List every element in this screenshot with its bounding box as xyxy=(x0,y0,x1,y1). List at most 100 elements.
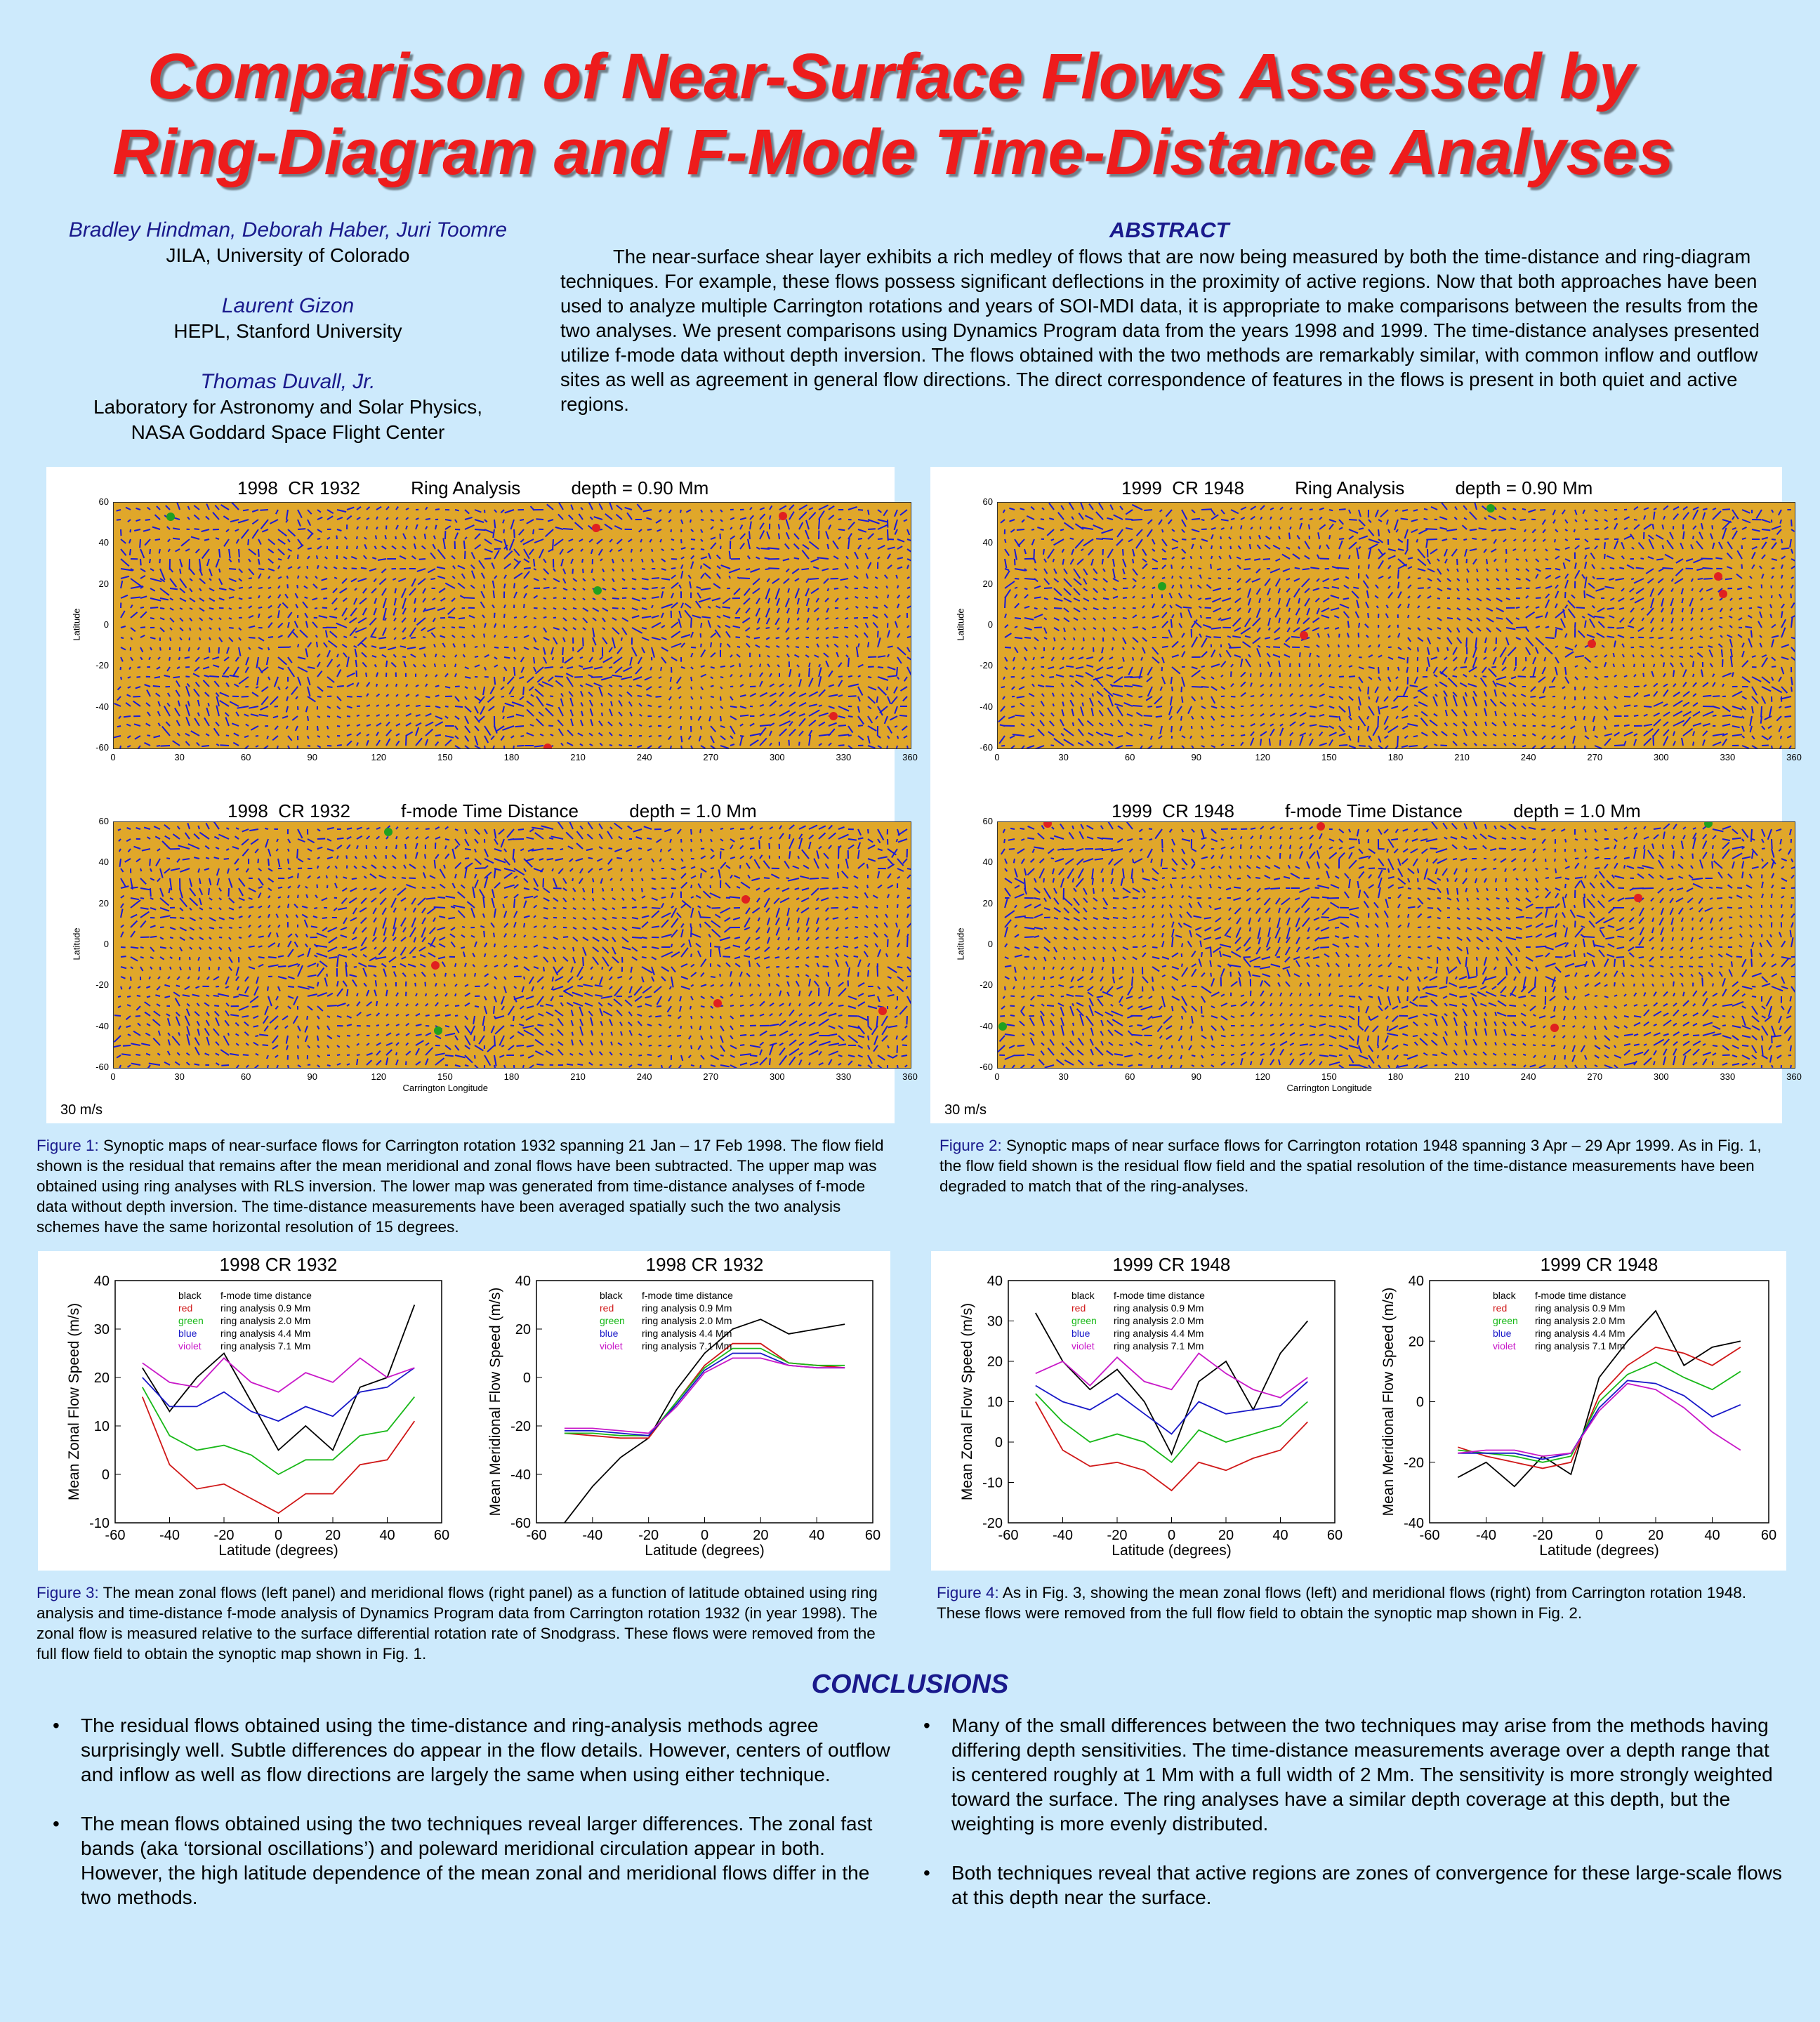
y-tick-label: 10 xyxy=(987,1395,1003,1410)
map-lat-tick: 0 xyxy=(987,619,993,630)
map-ylabel: Latitude xyxy=(71,927,82,960)
legend-label: ring analysis 7.1 Mm xyxy=(220,1340,310,1352)
x-tick-label: 40 xyxy=(809,1528,824,1543)
map-lon-tick: 120 xyxy=(1255,1071,1271,1082)
x-tick-label: 0 xyxy=(1595,1528,1603,1543)
map-lat-tick: 60 xyxy=(98,496,109,507)
legend-color-name: black xyxy=(1493,1290,1517,1301)
map-ylabel: Latitude xyxy=(955,927,966,960)
map-lon-tick: 330 xyxy=(836,752,852,762)
map-lon-tick: 60 xyxy=(240,1071,251,1082)
map-lat-tick: -20 xyxy=(95,660,109,671)
map-lon-tick: 90 xyxy=(1191,752,1201,762)
figure-3-panel: 1998 CR 1932 -60 -40 -20 0 20 40 60 -10 0 10 20 30 40… xyxy=(38,1251,890,1571)
fig1-caption-text: Synoptic maps of near-surface flows for … xyxy=(37,1137,884,1236)
series-line xyxy=(1457,1309,1741,1488)
y-axis-label: Mean Meridional Flow Speed (m/s) xyxy=(1380,1288,1397,1516)
map-lon-tick: 60 xyxy=(1124,1071,1135,1082)
x-tick-label: -40 xyxy=(582,1528,602,1543)
map-lon-tick: 360 xyxy=(1786,1071,1802,1082)
legend-color-name: green xyxy=(1493,1315,1518,1326)
y-tick-label: 30 xyxy=(987,1314,1003,1330)
chart-title: 1999 CR 1948 xyxy=(1113,1254,1231,1275)
map-lat-tick: 60 xyxy=(982,816,993,826)
x-tick-label: -60 xyxy=(1420,1528,1440,1543)
map-lon-tick: 300 xyxy=(769,752,785,762)
map-lon-tick: 90 xyxy=(307,1071,317,1082)
y-tick-label: -10 xyxy=(982,1476,1003,1491)
map-lon-tick: 30 xyxy=(1058,1071,1069,1082)
y-tick-label: -10 xyxy=(89,1516,110,1531)
legend-label: ring analysis 2.0 Mm xyxy=(1535,1315,1625,1326)
y-tick-label: -20 xyxy=(982,1516,1003,1531)
series-line xyxy=(564,1342,845,1439)
fig2-caption-label: Figure 2: xyxy=(939,1137,1002,1154)
x-tick-label: -20 xyxy=(638,1528,659,1543)
map-lat-tick: -40 xyxy=(980,701,993,712)
map-lon-tick: 330 xyxy=(1720,1071,1736,1082)
map-lon-tick: 120 xyxy=(371,1071,387,1082)
series-line xyxy=(564,1357,845,1434)
map-lon-tick: 240 xyxy=(636,1071,652,1082)
map-lon-tick: 150 xyxy=(1321,1071,1337,1082)
legend-label: ring analysis 0.9 Mm xyxy=(1535,1302,1625,1314)
series-line xyxy=(141,1396,416,1514)
series-line xyxy=(142,1357,415,1393)
map-lon-tick: 240 xyxy=(1520,1071,1536,1082)
y-tick-label: 20 xyxy=(515,1322,531,1337)
figure-1-panel: 1998 CR 1932 Ring Analysis depth = 0.90 … xyxy=(46,467,918,1123)
conclusion-item: The residual flows obtained using the ti… xyxy=(42,1713,899,1787)
legend-color-name: red xyxy=(178,1302,192,1314)
legend-label: ring analysis 4.4 Mm xyxy=(1535,1328,1625,1339)
y-tick-label: 20 xyxy=(94,1370,110,1386)
legend-color-name: black xyxy=(1071,1290,1095,1301)
map-lon-tick: 210 xyxy=(1454,752,1470,762)
poster-title: Comparison of Near-Surface Flows Assesse… xyxy=(0,39,1820,190)
fig2-top-title: 1999 CR 1948 Ring Analysis depth = 0.90 … xyxy=(1121,477,1593,498)
conclusions-heading: CONCLUSIONS xyxy=(811,1670,1009,1699)
map-lon-tick: 270 xyxy=(1587,1071,1603,1082)
map-lat-tick: -60 xyxy=(980,1062,993,1072)
x-tick-label: -20 xyxy=(214,1528,235,1543)
y-tick-label: 0 xyxy=(1416,1395,1424,1410)
x-tick-label: -60 xyxy=(998,1528,1019,1543)
map-lon-tick: 30 xyxy=(1058,752,1069,762)
author-names-3: Thomas Duvall, Jr. xyxy=(200,370,376,393)
figure-1-caption: Figure 1: Synoptic maps of near-surface … xyxy=(37,1135,900,1237)
flow-vectors xyxy=(998,503,1795,748)
x-tick-label: 60 xyxy=(1761,1528,1776,1543)
figure-2-panel: 1999 CR 1948 Ring Analysis depth = 0.90 … xyxy=(930,467,1802,1123)
map-lon-tick: 150 xyxy=(437,752,453,762)
affiliation-3a: Laboratory for Astronomy and Solar Physi… xyxy=(93,396,483,418)
map-lon-tick: 210 xyxy=(570,1071,586,1082)
fig1-scale-label: 30 m/s xyxy=(60,1102,103,1118)
legend-label: ring analysis 2.0 Mm xyxy=(1114,1315,1204,1326)
map-lon-tick: 120 xyxy=(371,752,387,762)
fig3-zonal-chart: 1998 CR 1932 -60 -40 -20 0 20 40 60 -10 0 10 20 30 40… xyxy=(66,1254,449,1559)
author-names-2: Laurent Gizon xyxy=(221,294,355,317)
figure-3-caption: Figure 3: The mean zonal flows (left pan… xyxy=(37,1582,897,1664)
fig4-meridional-chart: 1999 CR 1948-60 -40 -20 0 20 40 60-40-2002040L… xyxy=(1380,1254,1776,1559)
series-line xyxy=(1458,1382,1741,1458)
legend-label: ring analysis 4.4 Mm xyxy=(1114,1328,1204,1339)
map-lat-tick: 60 xyxy=(98,816,109,826)
map-lat-tick: 0 xyxy=(103,619,109,630)
fig3-meridional-chart: 1998 CR 1932 -60 -40 -20 0 20 40 60 -60 -40 -20 0 20… xyxy=(487,1254,881,1559)
fig2-bottom-map xyxy=(997,821,1795,1069)
legend-label: f-mode time distance xyxy=(1535,1290,1626,1301)
legend-label: f-mode time distance xyxy=(1114,1290,1205,1301)
series-line xyxy=(1458,1361,1741,1463)
title-line-1: Comparison of Near-Surface Flows Assesse… xyxy=(147,41,1635,112)
x-tick-label: 0 xyxy=(275,1528,282,1543)
fig2-bottom-title: 1999 CR 1948 f-mode Time Distance depth … xyxy=(1112,800,1641,821)
x-tick-label: 60 xyxy=(434,1528,449,1543)
map-lon-tick: 30 xyxy=(174,752,185,762)
fig2-scale-label: 30 m/s xyxy=(944,1102,987,1118)
abstract-text: The near-surface shear layer exhibits a … xyxy=(560,246,1760,415)
x-tick-label: 20 xyxy=(753,1528,768,1543)
map-lon-tick: 0 xyxy=(110,1071,116,1082)
series-line xyxy=(564,1319,845,1524)
series-line xyxy=(1458,1346,1741,1469)
map-lon-tick: 210 xyxy=(1454,1071,1470,1082)
map-lon-tick: 0 xyxy=(994,752,1000,762)
